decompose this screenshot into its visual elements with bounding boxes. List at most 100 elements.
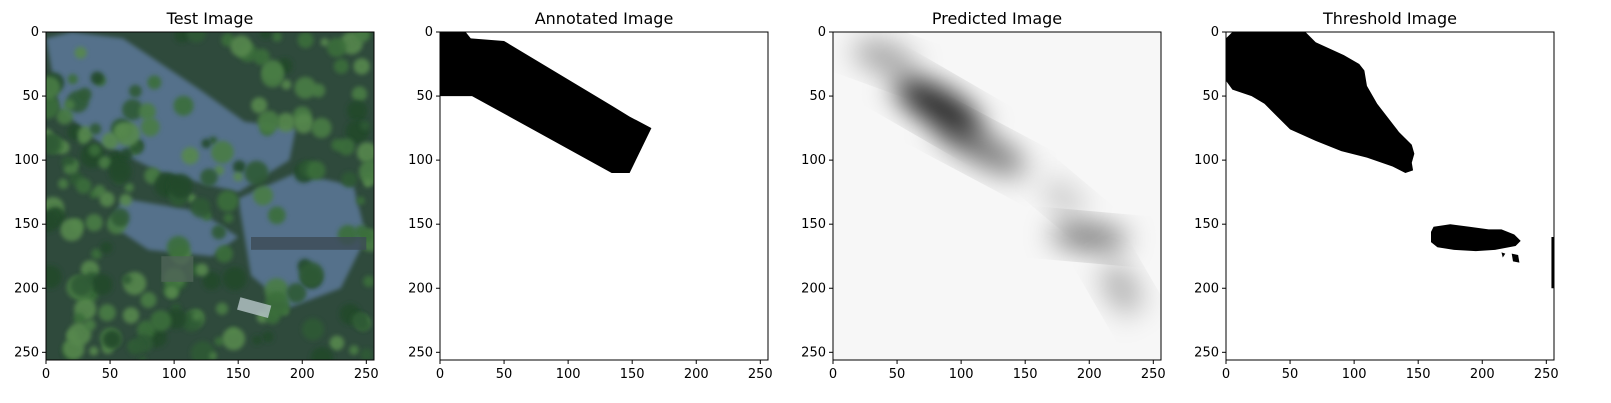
y-tick-label: 0 xyxy=(425,25,433,40)
y-tick-label: 200 xyxy=(408,281,433,296)
x-tick: 150 xyxy=(1013,360,1038,382)
y-tick: 150 xyxy=(1194,217,1226,232)
y-tick-label: 0 xyxy=(31,25,39,40)
y-tick: 100 xyxy=(1194,153,1226,168)
y-tick: 250 xyxy=(801,345,833,360)
panel-title: Predicted Image xyxy=(932,9,1062,28)
x-tick: 200 xyxy=(1077,360,1102,382)
prediction-blob-4 xyxy=(1101,262,1141,314)
mask-region-3 xyxy=(1501,252,1506,258)
y-tick-label: 0 xyxy=(818,25,826,40)
y-tick-label: 150 xyxy=(1194,217,1219,232)
x-tick-label: 250 xyxy=(748,367,773,382)
x-tick-label: 50 xyxy=(102,367,119,382)
x-tick-label: 200 xyxy=(684,367,709,382)
clearing-2 xyxy=(110,198,239,257)
prediction-blob-1 xyxy=(934,119,1027,175)
y-tick-label: 150 xyxy=(408,217,433,232)
x-tick: 250 xyxy=(354,360,379,382)
y-tick-label: 50 xyxy=(1202,89,1219,104)
x-tick-label: 100 xyxy=(556,367,581,382)
aerial-photo xyxy=(46,32,374,360)
x-tick: 0 xyxy=(1222,360,1230,382)
y-tick-label: 100 xyxy=(408,153,433,168)
x-tick: 250 xyxy=(1141,360,1166,382)
y-tick: 250 xyxy=(14,345,46,360)
x-tick-label: 150 xyxy=(1406,367,1431,382)
prediction-heatmap xyxy=(833,32,1161,360)
x-tick-label: 100 xyxy=(162,367,187,382)
x-tick: 50 xyxy=(102,360,119,382)
x-tick: 100 xyxy=(556,360,581,382)
x-tick: 0 xyxy=(829,360,837,382)
prediction-blob-2 xyxy=(853,39,915,76)
x-tick-label: 50 xyxy=(496,367,513,382)
x-tick-label: 250 xyxy=(354,367,379,382)
x-tick: 150 xyxy=(1406,360,1431,382)
panel-title: Threshold Image xyxy=(1322,9,1457,28)
y-tick-label: 200 xyxy=(14,281,39,296)
mask-region-1 xyxy=(1431,224,1521,252)
x-tick-label: 50 xyxy=(1282,367,1299,382)
y-tick: 250 xyxy=(1194,345,1226,360)
y-tick: 100 xyxy=(801,153,833,168)
x-tick: 100 xyxy=(949,360,974,382)
y-tick: 100 xyxy=(408,153,440,168)
y-tick: 50 xyxy=(1202,89,1226,104)
y-tick-label: 100 xyxy=(801,153,826,168)
x-tick-label: 0 xyxy=(436,367,444,382)
x-tick-label: 150 xyxy=(226,367,251,382)
x-tick: 200 xyxy=(1470,360,1495,382)
axes-frame xyxy=(1225,31,1555,361)
y-tick-label: 50 xyxy=(416,89,433,104)
y-tick: 250 xyxy=(408,345,440,360)
x-tick-label: 0 xyxy=(829,367,837,382)
panel-title: Annotated Image xyxy=(535,9,674,28)
y-tick: 200 xyxy=(14,281,46,296)
y-tick-label: 200 xyxy=(801,281,826,296)
y-tick-label: 200 xyxy=(1194,281,1219,296)
x-tick-label: 200 xyxy=(290,367,315,382)
y-tick: 200 xyxy=(1194,281,1226,296)
y-tick-label: 100 xyxy=(1194,153,1219,168)
y-tick-label: 100 xyxy=(14,153,39,168)
y-tick: 50 xyxy=(22,89,46,104)
y-tick-label: 250 xyxy=(801,345,826,360)
y-tick-label: 250 xyxy=(14,345,39,360)
x-tick: 100 xyxy=(162,360,187,382)
x-tick: 250 xyxy=(748,360,773,382)
y-tick-label: 250 xyxy=(1194,345,1219,360)
prediction-blob-0 xyxy=(894,77,982,136)
x-tick: 50 xyxy=(889,360,906,382)
y-tick-label: 0 xyxy=(1211,25,1219,40)
prediction-blob-5 xyxy=(1042,179,1085,218)
x-tick-label: 0 xyxy=(42,367,50,382)
y-tick: 0 xyxy=(1211,25,1226,40)
y-tick: 0 xyxy=(818,25,833,40)
prediction-blob-3 xyxy=(1050,223,1128,251)
axes-frame xyxy=(45,31,375,361)
y-tick: 50 xyxy=(809,89,833,104)
y-tick: 150 xyxy=(801,217,833,232)
panel-title: Test Image xyxy=(166,9,254,28)
y-tick: 50 xyxy=(416,89,440,104)
mask-region-2 xyxy=(1511,253,1520,263)
y-tick: 200 xyxy=(801,281,833,296)
axes-frame xyxy=(439,31,769,361)
x-tick-label: 100 xyxy=(949,367,974,382)
y-tick-label: 50 xyxy=(809,89,826,104)
x-tick-label: 50 xyxy=(889,367,906,382)
x-tick-label: 0 xyxy=(1222,367,1230,382)
x-tick: 50 xyxy=(1282,360,1299,382)
x-tick: 200 xyxy=(290,360,315,382)
y-tick-label: 150 xyxy=(14,217,39,232)
y-tick: 0 xyxy=(31,25,46,40)
mask-region-4 xyxy=(1551,237,1554,289)
y-tick: 150 xyxy=(14,217,46,232)
mask-region-0 xyxy=(1226,32,1415,173)
